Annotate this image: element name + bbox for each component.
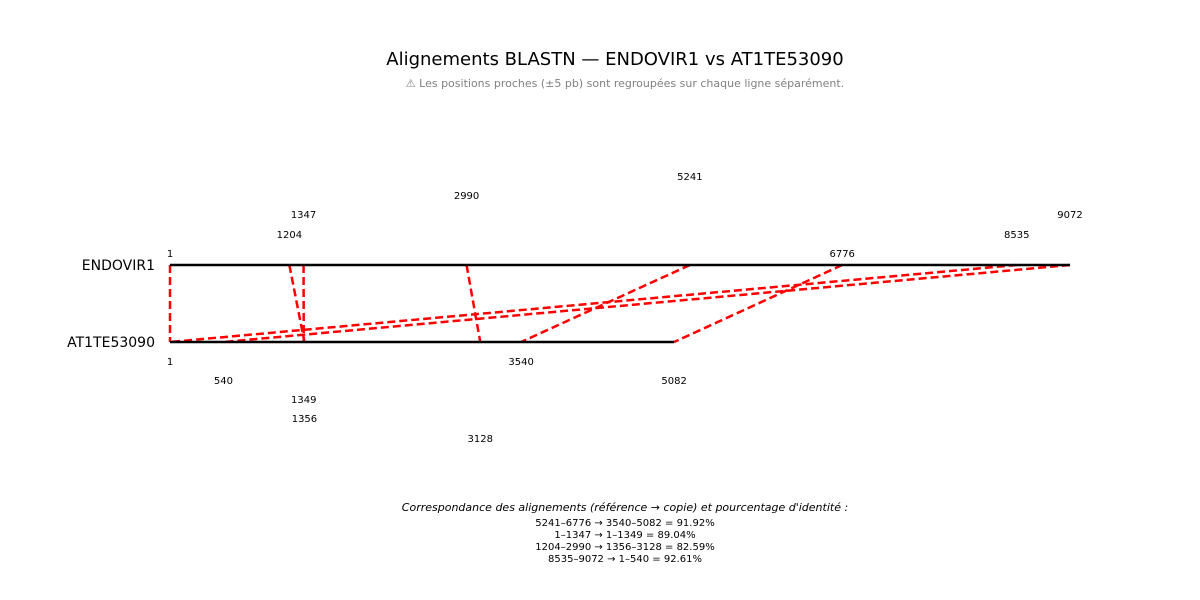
bottom-position-label-3540: 3540 — [508, 357, 533, 368]
bottom-position-label-5082: 5082 — [661, 376, 686, 387]
top-position-label-1204: 1204 — [277, 230, 302, 241]
caption-line: 1–1347 → 1–1349 = 89.04% — [554, 530, 695, 541]
alignment-link-3-end — [465, 264, 482, 343]
top-position-label-8535: 8535 — [1004, 230, 1029, 241]
bottom-position-label-1349: 1349 — [291, 395, 316, 406]
top-position-label-6776: 6776 — [829, 249, 854, 260]
sequence-name-endovir1: ENDOVIR1 — [82, 258, 155, 274]
caption-line: 5241–6776 → 3540–5082 = 91.92% — [535, 518, 714, 529]
top-position-label-5241: 5241 — [677, 172, 702, 183]
bottom-position-label-540: 540 — [214, 376, 233, 387]
bottom-position-label-1: 1 — [167, 357, 173, 368]
sequence-name-at1te53090: AT1TE53090 — [67, 335, 155, 351]
alignment-link-4-start — [169, 263, 1017, 344]
caption-line: 8535–9072 → 1–540 = 92.61% — [548, 554, 702, 565]
alignment-link-3-start — [288, 264, 306, 343]
figure-subtitle: ⚠ Les positions proches (±5 pb) sont reg… — [406, 77, 844, 90]
bottom-position-labels: 1 540 1349 1356 3128 3540 5082 — [167, 357, 687, 445]
top-position-label-9072: 9072 — [1057, 210, 1082, 221]
caption-heading: Correspondance des alignements (référenc… — [402, 501, 848, 514]
figure-title: Alignements BLASTN — ENDOVIR1 vs AT1TE53… — [386, 49, 843, 70]
alignment-link-4-end — [223, 263, 1071, 344]
top-position-label-1347: 1347 — [291, 210, 316, 221]
alignment-link-1-start — [520, 263, 691, 344]
bottom-position-label-1356: 1356 — [292, 414, 317, 425]
top-position-label-2990: 2990 — [454, 191, 479, 202]
alignment-links — [168, 263, 1071, 344]
bottom-position-label-3128: 3128 — [468, 434, 493, 445]
top-position-labels: 1 1204 1347 2990 5241 6776 8535 9072 — [167, 172, 1083, 260]
top-position-label-1: 1 — [167, 249, 173, 260]
caption-line: 1204–2990 → 1356–3128 = 82.59% — [535, 542, 714, 553]
alignment-link-1-end — [673, 263, 843, 344]
